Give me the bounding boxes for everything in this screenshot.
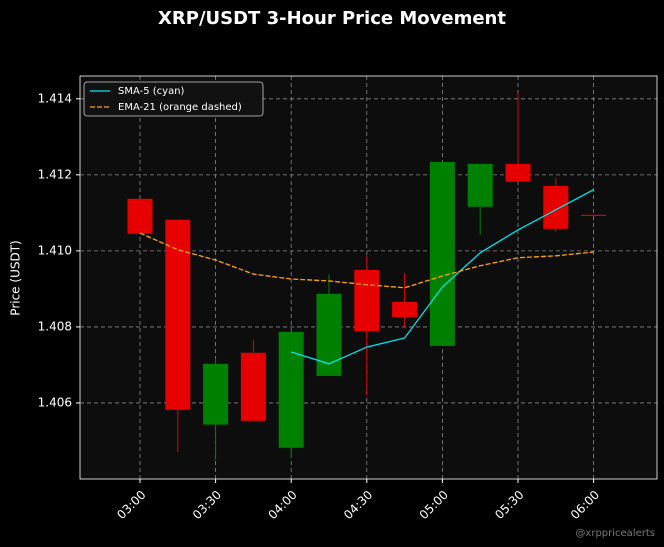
indicator-line [291, 189, 594, 365]
y-tick-label: 1.412 [38, 167, 72, 181]
candle-body [316, 293, 342, 376]
candle-body [505, 163, 531, 182]
candle-body [278, 331, 304, 448]
candle-body [581, 214, 607, 216]
y-tick-label: 1.410 [38, 243, 72, 257]
legend-box [83, 81, 264, 117]
indicator-line [139, 232, 594, 289]
y-tick-label: 1.414 [38, 91, 72, 105]
candle-body [429, 161, 455, 346]
candle-body [240, 352, 266, 421]
candle-body [165, 219, 191, 410]
chart-title: XRP/USDT 3-Hour Price Movement [158, 8, 506, 29]
y-axis-label: Price (USDT) [9, 240, 23, 315]
legend-label: EMA-21 (orange dashed) [118, 102, 242, 113]
candle-body [392, 301, 418, 318]
candle-body [203, 363, 229, 425]
plot-frame [79, 75, 658, 480]
legend-label: SMA-5 (cyan) [118, 86, 185, 97]
y-tick-label: 1.406 [38, 395, 72, 409]
legend: SMA-5 (cyan) EMA-21 (orange dashed) [83, 81, 264, 117]
y-tick-label: 1.408 [38, 319, 72, 333]
candle-body [467, 163, 493, 207]
candle-body [127, 198, 153, 234]
watermark: @xrppricealerts [575, 528, 655, 539]
candle-body [354, 269, 380, 332]
candle-body [543, 185, 569, 229]
